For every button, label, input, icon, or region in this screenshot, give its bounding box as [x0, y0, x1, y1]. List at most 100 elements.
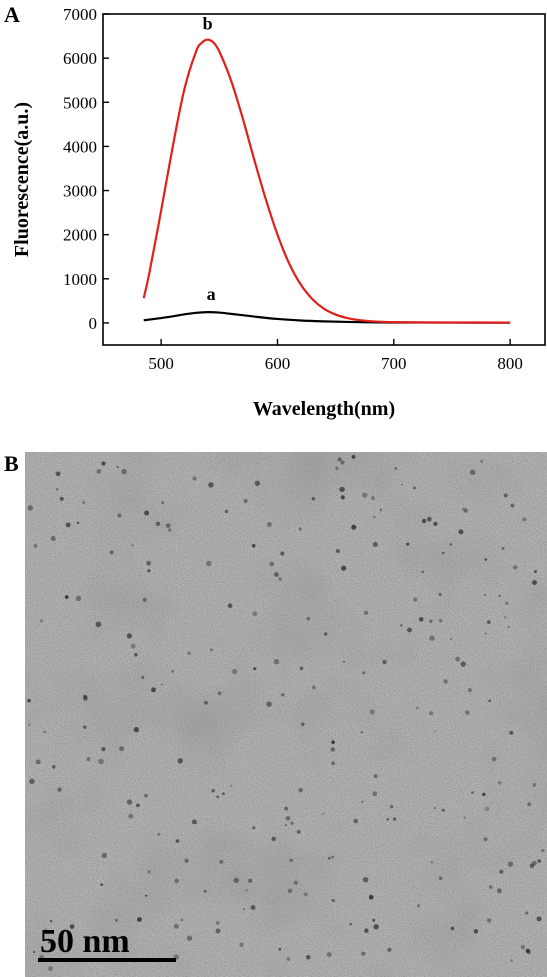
- nanoparticle: [151, 687, 156, 693]
- nanoparticle: [536, 916, 542, 922]
- nanoparticle: [392, 817, 397, 821]
- nanoparticle: [224, 509, 229, 514]
- nanoparticle: [50, 536, 56, 542]
- series-layer: [142, 38, 511, 324]
- nanoparticle: [121, 468, 127, 475]
- nanoparticle: [49, 919, 53, 923]
- nanoparticle: [513, 565, 518, 570]
- nanoparticle: [362, 876, 369, 883]
- nanoparticle: [379, 508, 383, 512]
- nanoparticle: [269, 561, 275, 567]
- nanoparticle: [482, 792, 486, 797]
- nanoparticle: [239, 942, 244, 947]
- nanoparticle: [416, 706, 419, 710]
- nanoparticle: [496, 888, 502, 894]
- nanoparticle: [463, 816, 467, 819]
- nanoparticle: [362, 671, 366, 675]
- nanoparticle: [217, 691, 222, 696]
- nanoparticle: [219, 859, 224, 864]
- nanoparticle: [243, 498, 248, 503]
- nanoparticle: [527, 802, 532, 807]
- series-line-b: [142, 38, 511, 324]
- nanoparticle: [428, 711, 434, 716]
- nanoparticle: [301, 722, 305, 726]
- nanoparticle: [126, 633, 132, 639]
- nanoparticle: [443, 679, 448, 684]
- nanoparticle: [98, 758, 104, 765]
- nanoparticle: [119, 746, 124, 752]
- nanoparticle: [389, 805, 394, 809]
- nanoparticle: [537, 859, 542, 863]
- nanoparticle: [525, 948, 530, 953]
- nanoparticle: [137, 917, 142, 922]
- nanoparticle: [64, 595, 69, 599]
- nanoparticle: [484, 806, 490, 812]
- nanoparticle: [55, 471, 61, 477]
- nanoparticle: [504, 616, 507, 619]
- nanoparticle: [251, 544, 256, 548]
- nanoparticle: [100, 883, 103, 886]
- nanoparticle: [266, 521, 272, 527]
- nanoparticle: [434, 730, 437, 733]
- nanoparticle: [273, 658, 280, 665]
- nanoparticle: [541, 849, 545, 853]
- nanoparticle: [47, 941, 51, 944]
- nanoparticle: [362, 492, 368, 498]
- nanoparticle: [145, 894, 148, 897]
- nanoparticle: [187, 651, 191, 655]
- nanoparticle: [322, 812, 325, 816]
- nanoparticle: [173, 923, 179, 929]
- nanoparticle: [161, 501, 165, 504]
- nanoparticle: [509, 730, 514, 735]
- nanoparticle: [438, 592, 442, 597]
- y-tick-label: 1000: [63, 270, 97, 289]
- nanoparticle: [253, 667, 257, 671]
- nanoparticle: [498, 594, 501, 597]
- nanoparticle: [416, 904, 421, 908]
- nanoparticle: [285, 815, 291, 821]
- nanoparticle: [252, 826, 256, 830]
- nanoparticle: [175, 839, 180, 843]
- nanoparticle: [349, 922, 352, 926]
- nanoparticle: [116, 465, 119, 469]
- nanoparticle: [306, 954, 311, 960]
- nanoparticle: [394, 467, 398, 470]
- nanoparticle: [27, 698, 31, 703]
- nanoparticle: [147, 870, 151, 874]
- nanoparticle: [465, 710, 470, 715]
- nanoparticle: [525, 911, 529, 915]
- nanoparticle: [44, 928, 47, 931]
- nanoparticle: [117, 513, 122, 518]
- nanoparticle: [192, 476, 197, 481]
- y-axis-title: Fluorescence(a.u.): [11, 102, 33, 257]
- nanoparticle: [331, 855, 335, 859]
- nanoparticle: [27, 505, 34, 511]
- fluorescence-chart: 500 600 700 800 0 1000 2000 3000 4000 5000 6000 700…: [11, 5, 546, 420]
- y-tick-label: 3000: [63, 182, 97, 201]
- nanoparticle: [335, 548, 341, 554]
- nanoparticle: [460, 661, 466, 667]
- nanoparticle: [141, 676, 145, 679]
- nanoparticle: [184, 858, 189, 863]
- nanoparticle: [433, 521, 438, 526]
- nanoparticle: [370, 496, 375, 500]
- y-tick-label: 7000: [63, 5, 97, 24]
- nanoparticle-layer: [27, 454, 545, 971]
- nanoparticle: [421, 570, 425, 574]
- nanoparticle: [252, 611, 258, 617]
- nanoparticle: [274, 572, 279, 577]
- nanoparticle: [429, 635, 435, 641]
- nanoparticle: [373, 924, 379, 930]
- nanoparticle: [331, 740, 335, 744]
- nanoparticle: [372, 918, 376, 922]
- nanoparticle: [157, 832, 161, 836]
- nanoparticle: [114, 918, 119, 922]
- y-tick-label: 0: [89, 314, 98, 333]
- nanoparticle: [280, 551, 285, 556]
- nanoparticle: [286, 957, 291, 961]
- nanoparticle: [208, 482, 214, 488]
- nanoparticle: [510, 503, 515, 508]
- curve-label-a: a: [207, 284, 216, 304]
- nanoparticle: [311, 496, 316, 501]
- nanoparticle: [95, 621, 102, 628]
